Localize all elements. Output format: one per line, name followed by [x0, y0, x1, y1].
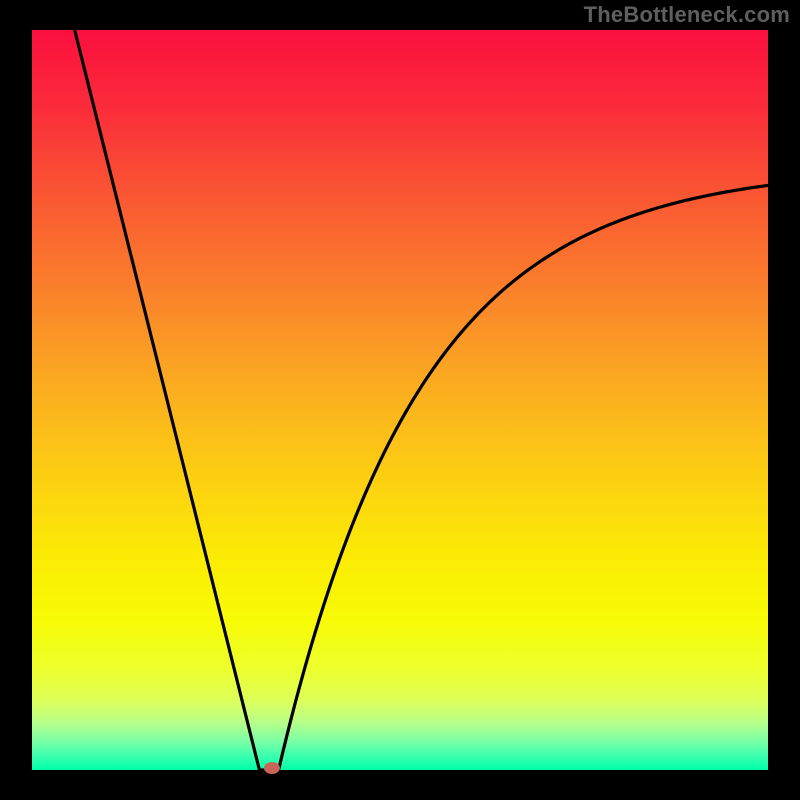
bottleneck-chart	[0, 0, 800, 800]
optimum-marker	[264, 762, 280, 774]
plot-background	[32, 30, 768, 770]
watermark-text: TheBottleneck.com	[584, 2, 790, 28]
